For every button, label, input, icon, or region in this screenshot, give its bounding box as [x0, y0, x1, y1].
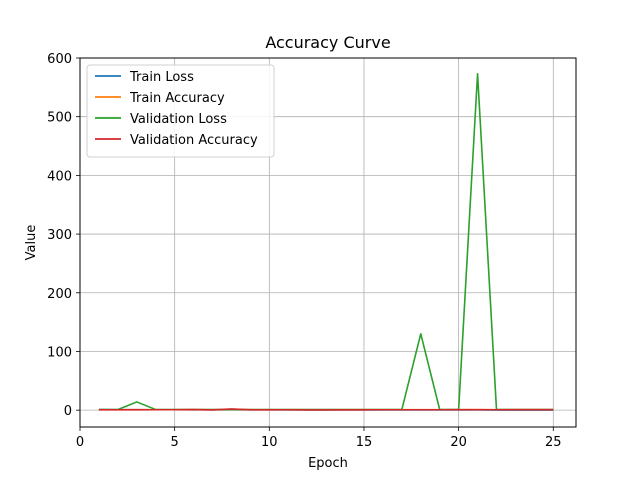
x-tick-label: 15: [356, 435, 373, 450]
legend: Train Loss Train Accuracy Validation Loss V…: [86, 64, 275, 158]
legend-label: Validation Accuracy: [130, 133, 258, 148]
legend-label: Train Loss: [129, 70, 194, 85]
chart-title: Accuracy Curve: [265, 33, 390, 52]
y-tick-label: 400: [47, 169, 72, 184]
y-tick-label: 0: [64, 404, 72, 419]
x-tick-label: 25: [545, 435, 562, 450]
plot-area-frame: [79, 57, 577, 428]
x-tick-label: 10: [261, 435, 278, 450]
legend-label: Train Accuracy: [129, 91, 225, 106]
y-axis-label: Value: [24, 225, 39, 261]
series-line-validation-accuracy: [98, 408, 554, 411]
x-tick-label: 5: [171, 435, 179, 450]
y-tick-label: 300: [47, 228, 72, 243]
legend-label: Validation Loss: [130, 112, 227, 127]
x-tick-label: 0: [76, 435, 84, 450]
y-tick-label: 200: [47, 287, 72, 302]
y-tick-label: 600: [47, 52, 72, 67]
axis-ticks: 0 5 10 15 20 25 0 100 200 300 400 500 600: [47, 52, 561, 450]
x-axis-label: Epoch: [308, 456, 348, 471]
y-tick-label: 500: [47, 111, 72, 126]
legend-box: [86, 64, 275, 158]
series-lines: [98, 73, 554, 411]
x-tick-label: 20: [450, 435, 467, 450]
y-tick-label: 100: [47, 345, 72, 360]
